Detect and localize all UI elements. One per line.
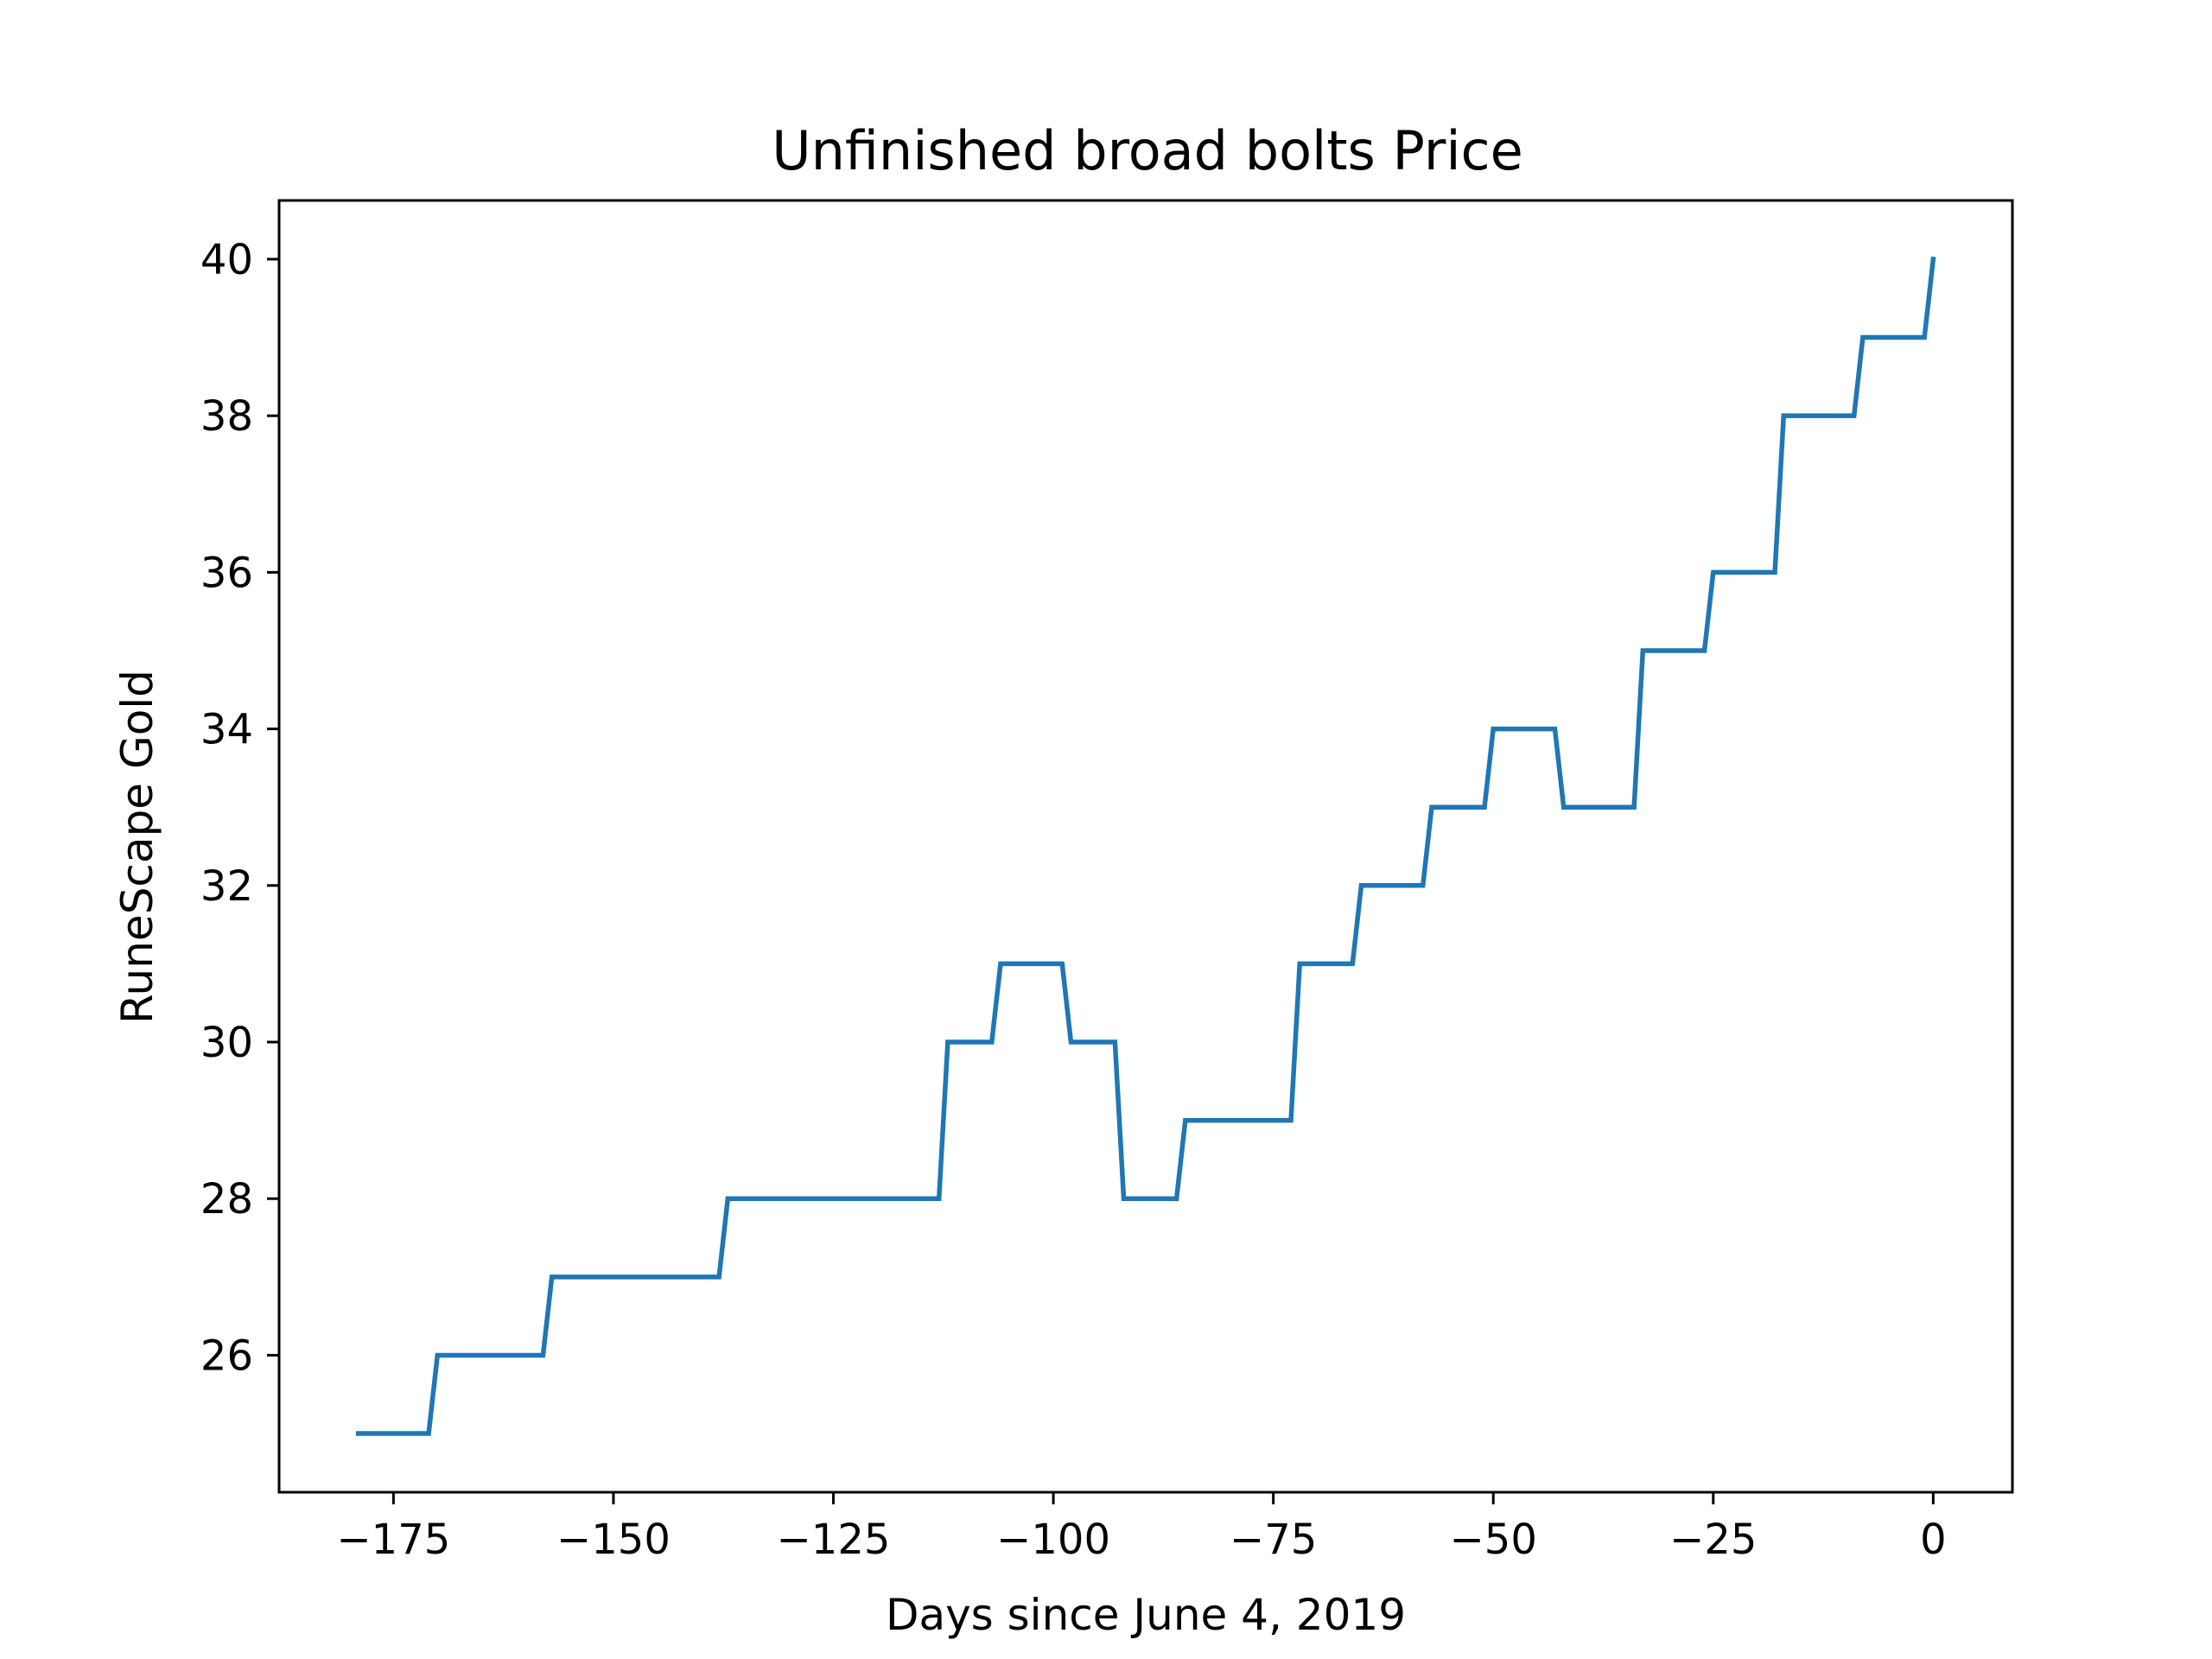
y-tick-label: 36	[200, 549, 253, 597]
x-axis-label: Days since June 4, 2019	[886, 1590, 1406, 1640]
x-tick-label: −175	[336, 1516, 450, 1564]
x-axis: −175 −150 −125 −100 −75 −50 −25 0	[336, 1492, 1947, 1564]
x-tick-label: −150	[556, 1516, 671, 1564]
chart-title: Unfinished broad bolts Price	[772, 119, 1523, 182]
y-axis-label: RuneScape Gold	[112, 670, 162, 1024]
series-layer	[355, 256, 1936, 1436]
x-tick-label: −50	[1450, 1516, 1537, 1564]
y-axis: 26 28 30 32 34 36 38 40	[200, 236, 279, 1380]
y-tick-label: 34	[200, 706, 253, 754]
x-tick-label: −25	[1669, 1516, 1757, 1564]
y-tick-label: 28	[200, 1175, 253, 1224]
x-tick-label: −100	[996, 1516, 1110, 1564]
y-tick-label: 32	[200, 862, 253, 911]
y-tick-label: 30	[200, 1019, 253, 1067]
price-series-line	[355, 256, 1936, 1436]
plot-area	[279, 200, 2012, 1492]
plot-background	[279, 200, 2012, 1492]
y-tick-label: 40	[200, 236, 253, 284]
y-tick-label: 38	[200, 392, 253, 441]
x-tick-label: −75	[1230, 1516, 1317, 1564]
x-tick-label: −125	[777, 1516, 891, 1564]
axes-frame	[277, 199, 2014, 1494]
x-tick-label: 0	[1920, 1516, 1947, 1564]
y-tick-label: 26	[200, 1332, 253, 1380]
